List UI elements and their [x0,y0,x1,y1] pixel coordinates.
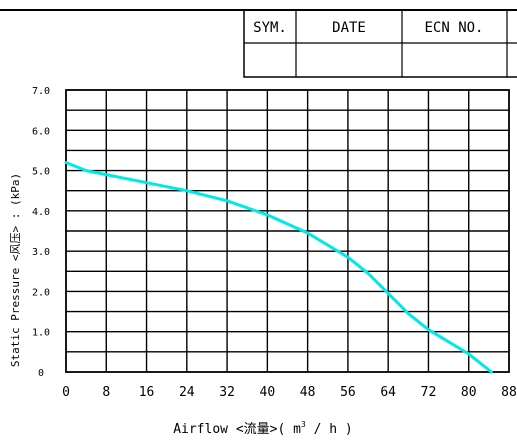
date-header: DATE [332,20,366,36]
x-tick-label: 40 [260,385,276,400]
x-tick-label: 80 [461,385,477,400]
y-tick-label: 1.0 [32,328,50,339]
y-tick-label: 2.0 [32,287,50,298]
sym-header: SYM. [253,20,287,36]
revision-table: SYM. DATE ECN NO. [0,9,517,78]
y-tick-label: 7.0 [32,86,50,97]
y-tick-label: 5.0 [32,167,50,178]
plot-area: 0 1.0 2.0 3.0 4.0 5.0 6.0 7.0 0 8 16 24 32 40 48 56 64 7… [32,86,517,400]
x-tick-label: 88 [501,385,517,400]
x-tick-label: 0 [62,385,70,400]
y-tick-label: 0 [38,368,44,379]
x-tick-label: 72 [421,385,437,400]
x-tick-label: 64 [380,385,396,400]
x-tick-labels: 0 8 16 24 32 40 48 56 64 72 80 88 [62,385,517,400]
y-tick-labels: 0 1.0 2.0 3.0 4.0 5.0 6.0 7.0 [32,86,50,379]
x-tick-label: 8 [102,385,110,400]
plot-frame [65,89,510,373]
grid-lines [66,90,509,372]
x-axis-label: Airflow <流量>( m3 / h ) [173,420,353,437]
y-tick-label: 4.0 [32,207,50,218]
x-tick-label: 56 [340,385,356,400]
x-axis-label-end: / h ) [306,422,353,437]
y-axis-label: Static Pressure <风压> : (kPa) [9,173,22,367]
pressure-airflow-curve [64,161,493,374]
x-axis-label-superscript: 3 [301,420,306,429]
y-tick-label: 3.0 [32,247,50,258]
ecn-no-header: ECN NO. [424,20,483,36]
x-tick-label: 48 [300,385,316,400]
x-axis-label-main: Airflow <流量>( m [173,422,301,437]
x-tick-label: 24 [179,385,195,400]
y-tick-label: 6.0 [32,126,50,137]
x-tick-label: 32 [219,385,235,400]
x-tick-label: 16 [139,385,155,400]
